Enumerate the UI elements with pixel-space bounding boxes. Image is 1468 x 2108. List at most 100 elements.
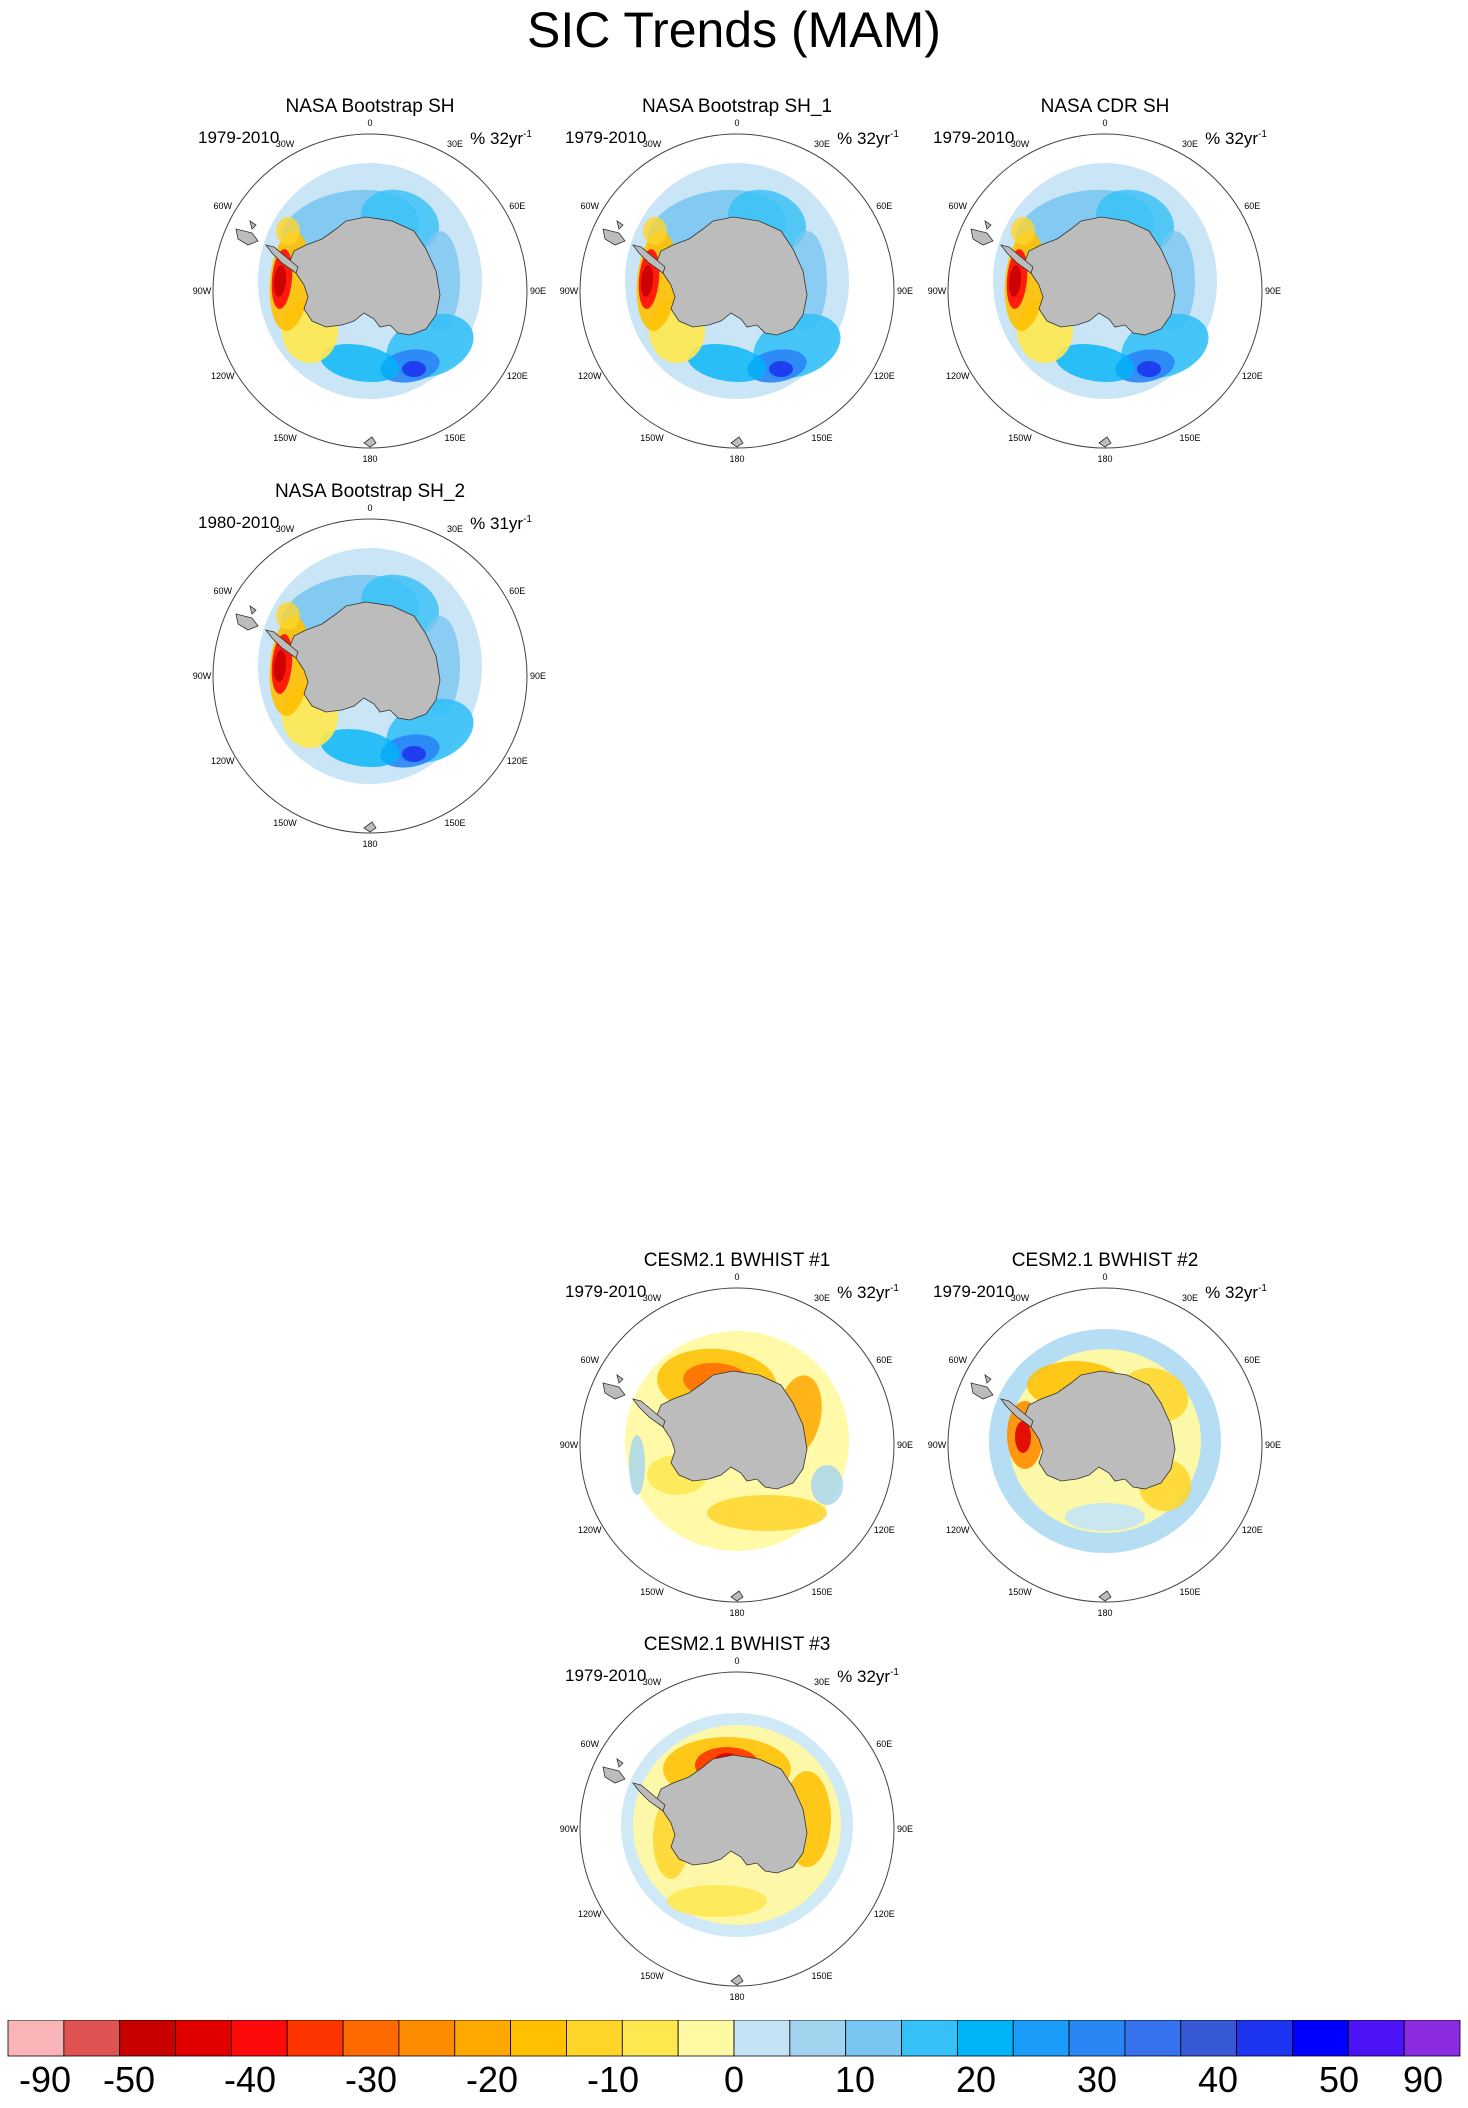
south-america-tip-shape — [602, 1374, 626, 1400]
polar-map: 0 30E 60E 90E 120E 150E 180 150W 120W 90W 60W 30W — [560, 1272, 913, 1618]
longitude-label: 90E — [897, 286, 913, 296]
longitude-label: 180 — [729, 454, 744, 464]
antarctica-shape — [289, 216, 441, 336]
colorbar-tick-label: -20 — [465, 2059, 519, 2100]
longitude-label: 180 — [729, 1608, 744, 1618]
longitude-label: 120W — [578, 371, 602, 381]
colorbar: -90 -50 -40 -30 -20 -10 0 10 20 30 40 50 90 — [0, 2020, 1468, 2108]
colorbar-box — [175, 2020, 232, 2057]
antarctica-shape — [1024, 1370, 1176, 1490]
antarctica-shape — [289, 601, 441, 721]
units-symbol: % — [470, 514, 486, 533]
longitude-label: 150W — [640, 1971, 664, 1981]
colorbar-box — [63, 2020, 121, 2057]
longitude-label: 90E — [897, 1440, 913, 1450]
longitude-label: 0 — [734, 118, 739, 128]
colorbar-box — [1124, 2020, 1182, 2057]
antarctic-peninsula-shape — [632, 1782, 666, 1812]
map-panel: 0 30E 60E 90E 120E 150E 180 150W 120W 90W 60W 30W NA… — [557, 96, 917, 476]
longitude-label: 150W — [1008, 1587, 1032, 1597]
units-exponent: -1 — [890, 1283, 899, 1294]
longitude-label: 180 — [729, 1992, 744, 2002]
longitude-label: 30W — [643, 1293, 662, 1303]
longitude-label: 60W — [214, 201, 233, 211]
units-exponent: -1 — [890, 129, 899, 140]
antarctica-shape — [1024, 216, 1176, 336]
longitude-label: 60E — [1244, 201, 1260, 211]
longitude-label: 60E — [876, 1355, 892, 1365]
longitude-label: 30W — [643, 139, 662, 149]
colorbar-box — [677, 2020, 735, 2057]
new-zealand-shape — [1098, 1590, 1112, 1602]
colorbar-box — [733, 2020, 791, 2057]
longitude-label: 90E — [530, 671, 546, 681]
colorbar-box — [901, 2020, 958, 2057]
longitude-label: 30W — [276, 139, 295, 149]
antarctic-peninsula-shape — [1000, 244, 1034, 274]
longitude-label: 30W — [1011, 139, 1030, 149]
longitude-label: 30E — [1182, 1293, 1198, 1303]
south-america-tip-shape — [970, 1374, 994, 1400]
panel-title: CESM2.1 BWHIST #2 — [1011, 1250, 1199, 1271]
period-label: 1979-2010 — [565, 128, 647, 147]
colorbar-box — [286, 2020, 344, 2057]
colorbar-box — [119, 2020, 176, 2057]
longitude-label: 90E — [1265, 1440, 1281, 1450]
map-frame — [212, 133, 528, 449]
landmass — [970, 216, 1176, 448]
longitude-label: 30E — [447, 139, 463, 149]
units-symbol: % — [470, 129, 486, 148]
longitude-label: 150W — [273, 818, 297, 828]
panel-title: CESM2.1 BWHIST #1 — [643, 1250, 831, 1271]
longitude-label: 150W — [273, 433, 297, 443]
antarctic-peninsula-shape — [1000, 1398, 1034, 1428]
units-value: 32yr — [485, 129, 524, 148]
longitude-label: 60E — [1244, 1355, 1260, 1365]
units-exponent: -1 — [1258, 1283, 1267, 1294]
new-zealand-shape — [363, 821, 377, 833]
longitude-label: 180 — [362, 839, 377, 849]
polar-map: 0 30E 60E 90E 120E 150E 180 150W 120W 90W 60W 30W — [193, 118, 546, 464]
longitude-label: 0 — [1102, 1272, 1107, 1282]
new-zealand-shape — [730, 436, 744, 448]
longitude-label: 180 — [1097, 454, 1112, 464]
polar-map: 0 30E 60E 90E 120E 150E 180 150W 120W 90W 60W 30W — [928, 118, 1281, 464]
units-symbol: % — [837, 129, 853, 148]
map-panel: 0 30E 60E 90E 120E 150E 180 150W 120W 90W 60W 30W CE… — [925, 1250, 1285, 1630]
longitude-label: 150W — [640, 1587, 664, 1597]
longitude-label: 150W — [1008, 433, 1032, 443]
longitude-label: 120W — [578, 1909, 602, 1919]
south-america-tip-shape — [602, 220, 626, 246]
colorbar-box — [1012, 2020, 1070, 2057]
antarctic-peninsula-shape — [632, 1398, 666, 1428]
longitude-label: 0 — [734, 1656, 739, 1666]
colorbar-box — [7, 2020, 65, 2057]
new-zealand-shape — [730, 1974, 744, 1986]
period-label: 1979-2010 — [565, 1282, 647, 1301]
units-exponent: -1 — [523, 514, 532, 525]
longitude-label: 90E — [1265, 286, 1281, 296]
colorbar-box — [621, 2020, 679, 2057]
panel-title: NASA Bootstrap SH_2 — [274, 481, 466, 502]
colorbar-tick-label: 0 — [723, 2059, 745, 2100]
map-frame — [947, 133, 1263, 449]
longitude-label: 150E — [444, 818, 465, 828]
longitude-label: 90W — [560, 1824, 579, 1834]
landmass — [235, 601, 441, 833]
period-label: 1979-2010 — [198, 128, 280, 147]
units-label: % 32yr-1 — [470, 124, 532, 150]
colorbar-tick-label: -50 — [102, 2059, 156, 2100]
longitude-label: 60W — [949, 201, 968, 211]
units-symbol: % — [837, 1667, 853, 1686]
colorbar-box — [398, 2020, 456, 2057]
colorbar-box — [1292, 2020, 1349, 2057]
colorbar-box — [1068, 2020, 1126, 2057]
antarctica-shape — [656, 216, 808, 336]
longitude-label: 120E — [507, 371, 528, 381]
polar-map: 0 30E 60E 90E 120E 150E 180 150W 120W 90W 60W 30W — [193, 503, 546, 849]
longitude-label: 150E — [811, 1971, 832, 1981]
colorbar-box — [566, 2020, 623, 2057]
longitude-label: 30E — [814, 1293, 830, 1303]
colorbar-tick-label: 50 — [1318, 2059, 1360, 2100]
map-frame — [579, 1671, 895, 1987]
